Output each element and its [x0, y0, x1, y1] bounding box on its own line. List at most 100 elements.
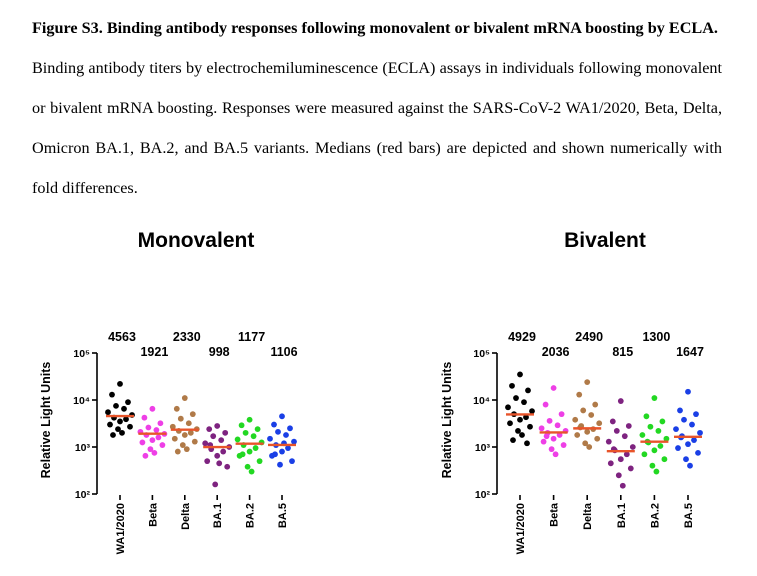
monovalent-point-ba5	[272, 451, 278, 458]
bivalent-point-beta	[538, 425, 545, 432]
bivalent-point-ba5	[677, 407, 683, 414]
monovalent-x-tick-label: BA.5	[277, 503, 289, 528]
monovalent-point-wa12020	[125, 399, 131, 406]
bivalent-median-label: 1300	[642, 330, 670, 344]
monovalent-point-delta	[187, 429, 194, 436]
bivalent-point-beta	[546, 417, 553, 424]
monovalent-x-tick-label: Delta	[180, 502, 192, 530]
bivalent-point-wa12020	[529, 408, 535, 415]
monovalent-point-ba1	[216, 460, 223, 467]
monovalent-point-beta	[157, 420, 164, 427]
monovalent-point-ba1	[220, 448, 227, 455]
monovalent-point-delta	[177, 415, 184, 422]
bivalent-median-label: 4929	[508, 330, 536, 344]
bivalent-point-ba5	[675, 445, 681, 451]
bivalent-point-wa12020	[515, 428, 521, 434]
bivalent-point-wa12020	[510, 437, 516, 444]
bivalent-point-delta	[582, 440, 589, 447]
bivalent-x-tick-label: BA.2	[649, 503, 661, 528]
bivalent-point-ba2	[639, 432, 646, 438]
bivalent-point-ba2	[643, 413, 650, 420]
monovalent-point-ba2	[246, 416, 253, 423]
monovalent-point-beta	[141, 414, 148, 421]
bivalent-point-wa12020	[521, 399, 527, 406]
monovalent-point-ba5	[287, 425, 293, 432]
bivalent-y-axis-label: Relative Light Units	[440, 362, 454, 479]
monovalent-point-ba1	[224, 463, 231, 470]
bivalent-point-beta	[548, 446, 555, 453]
bivalent-point-ba1	[605, 438, 612, 445]
monovalent-point-ba5	[289, 458, 295, 465]
bivalent-point-beta	[560, 442, 567, 448]
bivalent-point-delta	[592, 401, 599, 408]
bivalent-point-ba5	[673, 426, 679, 433]
bivalent-point-wa12020	[507, 420, 513, 427]
bivalent-point-beta	[554, 422, 561, 429]
bivalent-median-label: 2490	[575, 330, 603, 344]
monovalent-median-label: 4563	[108, 330, 136, 344]
bivalent-point-ba5	[685, 441, 691, 448]
monovalent-x-tick-label: WA1/2020	[115, 503, 127, 554]
monovalent-point-delta	[179, 442, 186, 448]
bivalent-point-wa12020	[527, 423, 533, 430]
monovalent-point-beta	[139, 439, 146, 446]
monovalent-point-delta	[183, 446, 190, 453]
monovalent-point-delta	[171, 435, 178, 442]
monovalent-point-ba1	[214, 423, 221, 429]
monovalent-point-ba5	[279, 413, 285, 420]
bivalent-point-beta	[540, 438, 547, 445]
bivalent-point-ba1	[621, 433, 628, 440]
monovalent-median-label: 1921	[140, 345, 168, 359]
monovalent-point-delta	[173, 405, 180, 412]
bivalent-point-ba1	[613, 428, 620, 434]
monovalent-point-ba2	[250, 433, 257, 440]
monovalent-point-ba1	[206, 426, 213, 433]
bivalent-point-ba1	[629, 444, 636, 450]
bivalent-point-wa12020	[517, 416, 523, 423]
figure-caption: Figure S3. Binding antibody responses fo…	[32, 8, 722, 208]
bivalent-x-tick-label: Delta	[582, 502, 594, 530]
bivalent-point-delta	[596, 420, 603, 427]
monovalent-point-wa12020	[123, 416, 129, 423]
bivalent-point-wa12020	[505, 404, 511, 411]
monovalent-point-ba2	[256, 458, 263, 465]
monovalent-point-ba5	[285, 445, 291, 451]
bivalent-point-wa12020	[509, 382, 515, 389]
monovalent-point-ba1	[210, 433, 217, 440]
bivalent-point-ba2	[653, 468, 660, 475]
bivalent-point-wa12020	[513, 395, 519, 401]
bivalent-point-ba1	[607, 460, 614, 467]
bivalent-point-delta	[574, 432, 581, 438]
bivalent-y-tick-label: 10²	[475, 489, 491, 501]
monovalent-point-ba1	[218, 437, 225, 444]
caption-title: Figure S3. Binding antibody responses fo…	[32, 19, 718, 37]
monovalent-point-wa12020	[109, 391, 115, 398]
monovalent-point-beta	[149, 405, 156, 412]
bivalent-point-ba5	[687, 462, 693, 469]
bivalent-point-wa12020	[523, 414, 529, 421]
bivalent-point-ba5	[697, 429, 703, 436]
bivalent-point-ba2	[651, 447, 658, 454]
monovalent-point-wa12020	[127, 423, 133, 430]
bivalent-point-beta	[550, 435, 557, 442]
monovalent-point-ba1	[204, 458, 211, 465]
bivalent-point-ba2	[641, 451, 648, 458]
bivalent-point-delta	[586, 444, 593, 450]
bivalent-point-beta	[542, 401, 549, 408]
bivalent-y-tick-label: 10³	[475, 442, 491, 454]
bivalent-point-beta	[552, 451, 559, 458]
bivalent-point-ba5	[683, 456, 689, 463]
monovalent-point-ba2	[239, 451, 246, 458]
monovalent-point-ba1	[202, 440, 209, 447]
bivalent-point-wa12020	[525, 387, 531, 394]
monovalent-point-wa12020	[119, 429, 125, 436]
monovalent-median-label: 1106	[270, 345, 297, 359]
bivalent-point-ba5	[681, 416, 687, 423]
monovalent-point-delta	[181, 395, 188, 401]
bivalent-point-ba2	[657, 443, 664, 449]
bivalent-point-ba1	[617, 456, 624, 463]
bivalent-point-ba2	[661, 456, 668, 463]
bivalent-point-ba2	[651, 395, 658, 401]
monovalent-point-beta	[153, 427, 160, 433]
bivalent-median-label: 815	[612, 345, 633, 359]
